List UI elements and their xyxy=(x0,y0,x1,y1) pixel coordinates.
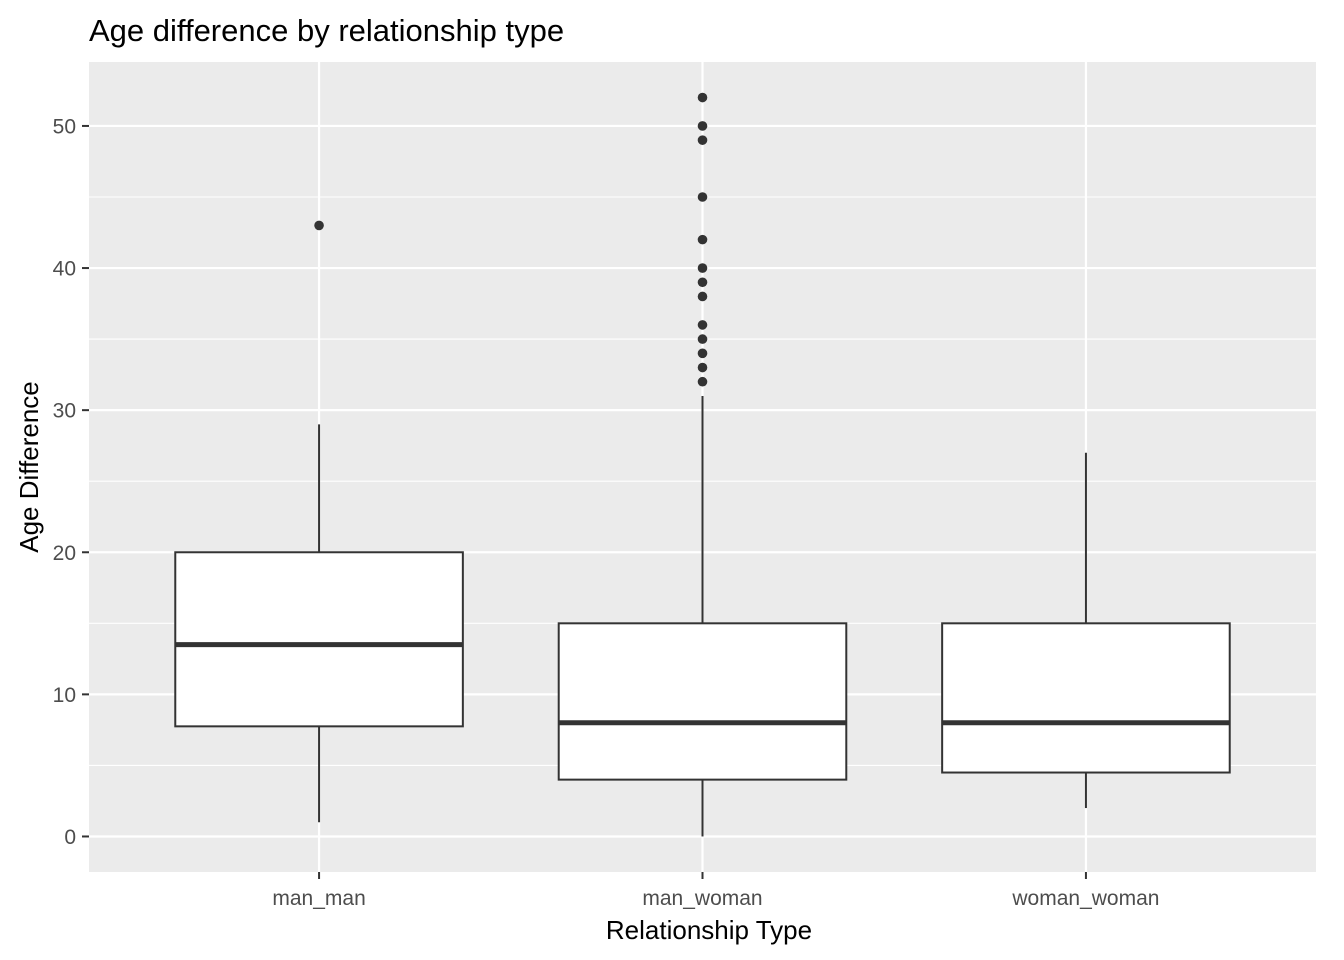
x-axis-title: Relationship Type xyxy=(606,915,812,945)
box-woman_woman xyxy=(941,452,1231,809)
outlier-point xyxy=(697,376,708,387)
y-tick-label: 30 xyxy=(53,400,76,423)
y-tick-label: 50 xyxy=(53,115,76,138)
box-iqr xyxy=(174,551,464,728)
box-iqr xyxy=(557,622,848,781)
outlier-point xyxy=(697,234,708,245)
box-layer xyxy=(174,92,1231,837)
outlier-point xyxy=(697,92,708,103)
y-tick-label: 20 xyxy=(53,542,76,565)
outlier-point xyxy=(697,348,708,359)
y-tick-label: 40 xyxy=(53,258,76,281)
box-iqr xyxy=(941,622,1231,774)
x-tick-label: man_woman xyxy=(642,887,762,910)
outlier-point xyxy=(697,291,708,302)
outlier-point xyxy=(697,135,708,145)
outlier-point xyxy=(697,362,708,373)
box-man_man xyxy=(174,220,464,823)
chart-title: Age difference by relationship type xyxy=(89,13,564,48)
y-tick-label: 0 xyxy=(64,826,76,849)
y-tick-label: 10 xyxy=(53,684,76,707)
x-tick-label: man_man xyxy=(272,887,365,910)
x-axis-ticks: man_man man_woman woman_woman xyxy=(272,872,1159,910)
outlier-point xyxy=(697,121,708,131)
outlier-point xyxy=(697,320,708,330)
x-tick-label: woman_woman xyxy=(1011,887,1159,910)
outlier-point xyxy=(697,277,708,288)
outlier-point xyxy=(697,263,708,273)
box-man_woman xyxy=(557,92,848,837)
outlier-point xyxy=(697,334,708,344)
y-axis-title: Age Difference xyxy=(14,381,44,553)
y-axis-ticks: 0 10 20 30 40 50 xyxy=(53,115,89,849)
outlier-point xyxy=(697,192,708,202)
outlier-point xyxy=(314,220,324,231)
